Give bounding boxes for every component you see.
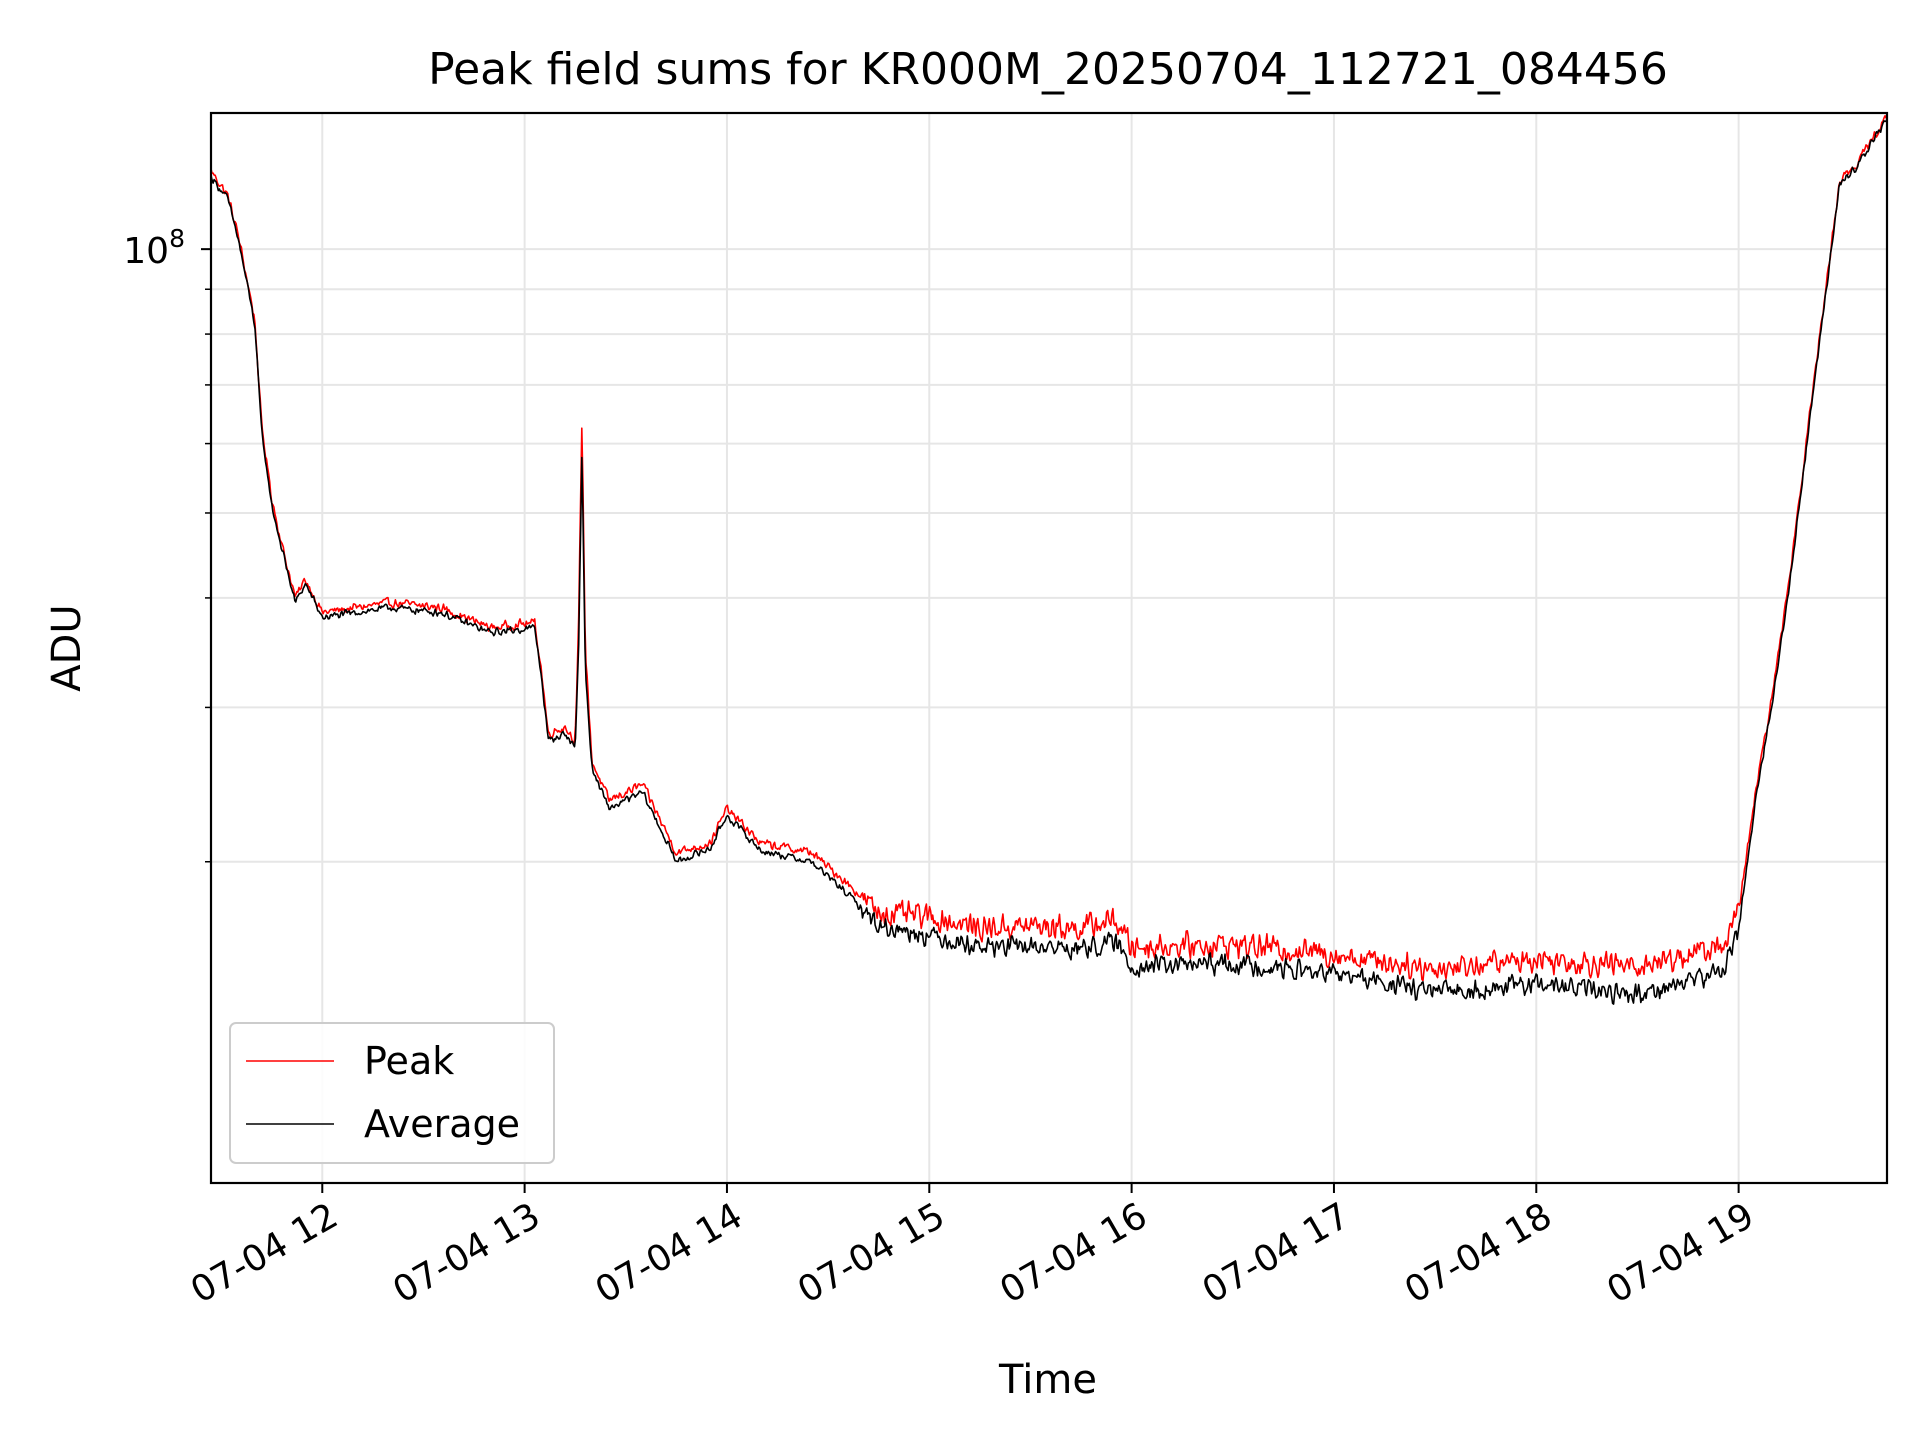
legend-label-peak: Peak <box>364 1039 454 1083</box>
plot-frame <box>209 111 1889 1185</box>
x-axis-label: Time <box>998 1357 1097 1403</box>
y-axis: 108 <box>123 224 211 863</box>
chart-title: Peak field sums for KR000M_20250704_1127… <box>428 44 1668 95</box>
y-tick-label: 108 <box>123 224 185 272</box>
series-line-peak <box>211 113 1887 982</box>
legend-box <box>229 1022 555 1164</box>
series-group <box>211 113 1887 1005</box>
series-line-average <box>211 118 1887 1005</box>
y-axis-label: ADU <box>44 604 90 691</box>
legend-label-average: Average <box>364 1102 520 1146</box>
legend: Peak Average <box>229 1022 555 1164</box>
grid-lines <box>211 113 1887 1183</box>
